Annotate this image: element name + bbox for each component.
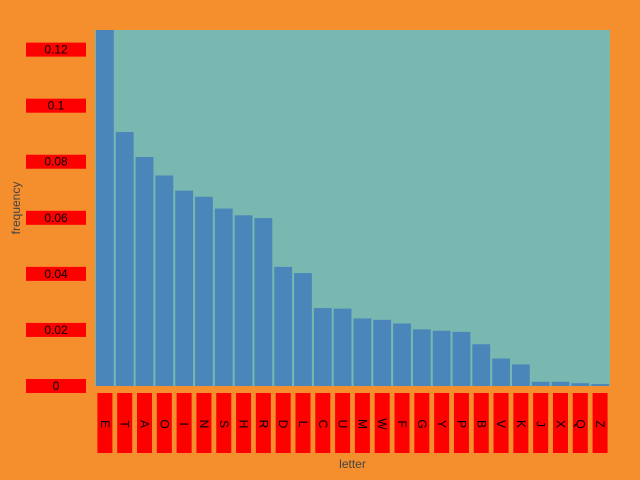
- bar-k: [511, 364, 530, 386]
- x-tick-box: [117, 393, 133, 453]
- x-tick-box: [196, 393, 212, 453]
- x-tick-box: [137, 393, 153, 453]
- bar-j: [531, 381, 550, 386]
- bar-m: [353, 318, 372, 386]
- bar-p: [452, 331, 471, 386]
- y-tick-box: [26, 154, 86, 169]
- y-tick-label: 0.02: [44, 323, 68, 337]
- x-tick-box: [335, 393, 351, 453]
- x-tick-box: [255, 393, 271, 453]
- x-tick-box: [374, 393, 390, 453]
- x-tick-box: [453, 393, 469, 453]
- x-tick-box: [275, 393, 291, 453]
- bar-q: [571, 383, 590, 386]
- x-tick-label: P: [454, 420, 468, 428]
- x-tick-label: T: [118, 420, 132, 428]
- bar-n: [195, 196, 213, 386]
- x-tick-box: [295, 393, 311, 453]
- x-tick-label: F: [395, 420, 409, 427]
- x-tick-label: Q: [573, 419, 587, 428]
- y-ticks-group: 0 0.02 0.04 0.06 0.08 0.1 0.12: [26, 42, 86, 393]
- y-tick-box: [26, 210, 86, 225]
- bar-x: [551, 381, 570, 386]
- y-tick-box: [26, 42, 86, 57]
- x-tick-box: [434, 393, 450, 453]
- x-tick-label: L: [296, 421, 310, 428]
- y-tick-label: 0.1: [48, 99, 65, 113]
- y-tick-box: [26, 322, 86, 337]
- bar-h: [234, 215, 253, 386]
- y-tick-box: [26, 266, 86, 281]
- bar-v: [492, 358, 510, 386]
- y-tick-box: [26, 98, 86, 113]
- bar-y: [432, 330, 451, 386]
- x-tick-box: [236, 393, 252, 453]
- bar-c: [313, 308, 332, 386]
- x-tick-label: D: [276, 420, 290, 429]
- bars-group: [96, 30, 609, 386]
- x-tick-box: [572, 393, 588, 453]
- bar-e: [96, 30, 114, 386]
- x-tick-label: H: [237, 420, 251, 429]
- x-tick-box: [533, 393, 549, 453]
- x-tick-box: [473, 393, 489, 453]
- bar-w: [373, 319, 392, 386]
- x-tick-box: [315, 393, 331, 453]
- x-tick-box: [354, 393, 370, 453]
- x-tick-label: E: [98, 420, 112, 428]
- x-tick-box: [97, 393, 113, 453]
- x-tick-label: C: [316, 420, 330, 429]
- bar-b: [472, 344, 491, 386]
- x-tick-label: M: [355, 419, 369, 429]
- x-tick-label: U: [336, 420, 350, 429]
- x-tick-label: X: [553, 420, 567, 428]
- bar-a: [135, 156, 154, 386]
- bar-z: [591, 384, 609, 386]
- x-tick-box: [216, 393, 232, 453]
- x-tick-label: V: [494, 420, 508, 428]
- x-tick-label: K: [514, 420, 528, 428]
- y-tick-label: 0.06: [44, 211, 68, 225]
- x-tick-box: [493, 393, 509, 453]
- x-tick-box: [414, 393, 430, 453]
- x-tick-box: [552, 393, 568, 453]
- x-tick-label: G: [415, 419, 429, 428]
- x-tick-label: I: [177, 422, 191, 425]
- y-tick-label: 0.08: [44, 155, 68, 169]
- x-tick-label: S: [217, 420, 231, 428]
- x-tick-box: [592, 393, 608, 453]
- x-tick-label: B: [474, 420, 488, 428]
- x-tick-label: R: [256, 420, 270, 429]
- y-tick-label: 0.04: [44, 267, 68, 281]
- x-tick-label: Y: [435, 420, 449, 428]
- y-tick-box: [26, 379, 86, 393]
- x-tick-box: [176, 393, 192, 453]
- x-tick-label: O: [157, 419, 171, 428]
- bar-g: [412, 329, 431, 386]
- bar-u: [333, 308, 352, 386]
- bar-t: [115, 132, 134, 386]
- y-axis-title: frequency: [9, 182, 23, 235]
- x-tick-box: [394, 393, 410, 453]
- x-tick-label: Z: [593, 420, 607, 427]
- bar-d: [274, 266, 293, 386]
- bar-f: [393, 323, 411, 386]
- bar-s: [214, 208, 233, 386]
- x-tick-box: [156, 393, 172, 453]
- x-axis-title: letter: [339, 457, 366, 471]
- y-tick-label: 0.12: [44, 43, 68, 57]
- x-tick-label: A: [138, 420, 152, 428]
- bar-o: [155, 175, 174, 386]
- bar-r: [254, 218, 273, 386]
- x-tick-label: J: [534, 421, 548, 427]
- bar-i: [175, 190, 194, 386]
- x-tick-label: W: [375, 418, 389, 430]
- x-tick-box: [513, 393, 529, 453]
- bar-l: [294, 273, 312, 386]
- y-tick-label: 0: [53, 379, 60, 393]
- x-tick-label: N: [197, 420, 211, 429]
